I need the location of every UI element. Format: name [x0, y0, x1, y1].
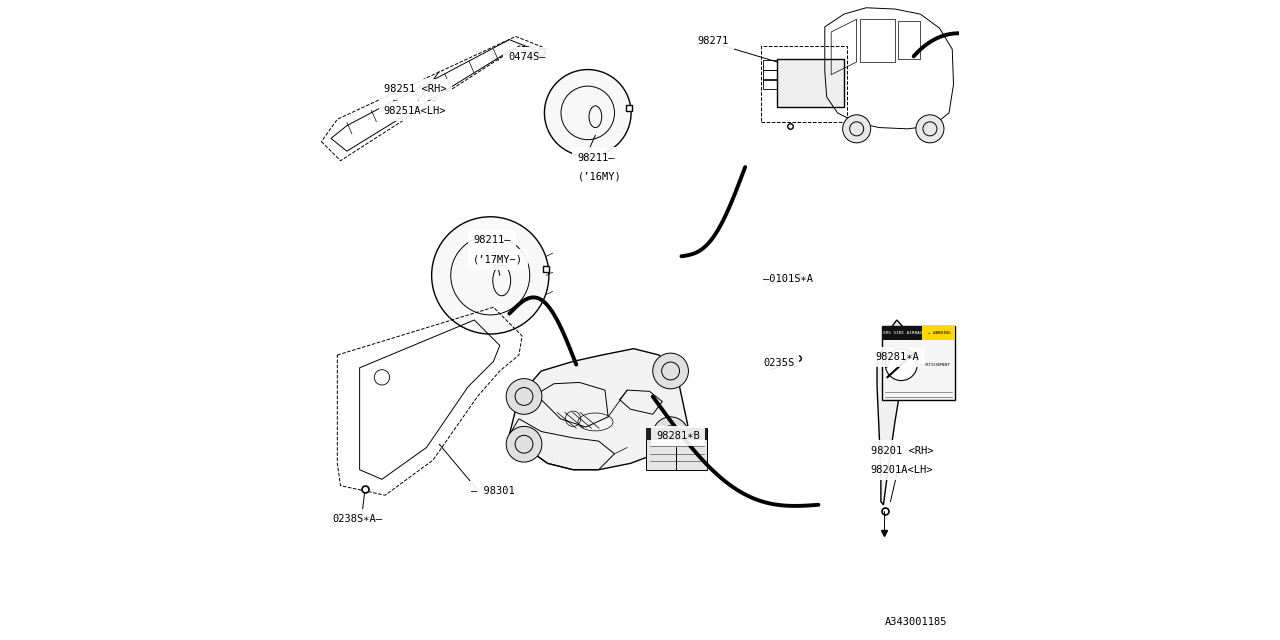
Circle shape	[431, 217, 549, 334]
Polygon shape	[877, 320, 905, 505]
FancyBboxPatch shape	[646, 428, 707, 470]
Text: WARNING: WARNING	[666, 431, 689, 436]
FancyBboxPatch shape	[646, 428, 707, 440]
Text: 0238S∗A—: 0238S∗A—	[333, 514, 383, 524]
Circle shape	[653, 417, 689, 452]
Text: —0101S∗A: —0101S∗A	[763, 274, 813, 284]
Text: 98211—: 98211—	[577, 152, 616, 163]
Text: ⚠ WARNING: ⚠ WARNING	[928, 332, 950, 335]
FancyBboxPatch shape	[923, 326, 955, 340]
Circle shape	[886, 349, 918, 381]
Circle shape	[506, 379, 541, 414]
Text: 98281∗B: 98281∗B	[655, 431, 700, 441]
Text: (’17MY−): (’17MY−)	[474, 255, 524, 264]
Polygon shape	[509, 349, 687, 470]
Text: 98201A<LH>: 98201A<LH>	[870, 465, 933, 475]
Circle shape	[544, 70, 631, 156]
Circle shape	[916, 115, 943, 143]
Circle shape	[842, 115, 870, 143]
Text: 98281∗A: 98281∗A	[876, 352, 919, 362]
Text: 98201 <RH>: 98201 <RH>	[870, 445, 933, 456]
Text: 0474S—: 0474S—	[508, 52, 545, 63]
Circle shape	[653, 353, 689, 389]
Text: 98251A<LH>: 98251A<LH>	[384, 106, 447, 116]
Text: SRS SIDE AIRBAG: SRS SIDE AIRBAG	[883, 332, 922, 335]
Text: 98211—: 98211—	[474, 236, 511, 245]
Text: 0235S: 0235S	[763, 358, 794, 369]
FancyBboxPatch shape	[882, 326, 955, 399]
FancyBboxPatch shape	[777, 59, 844, 106]
Text: 98271: 98271	[698, 36, 728, 46]
FancyBboxPatch shape	[882, 326, 923, 340]
Text: (’16MY): (’16MY)	[577, 172, 621, 182]
Text: AVERTISSEMENT: AVERTISSEMENT	[919, 363, 950, 367]
Text: A343001185: A343001185	[884, 617, 947, 627]
Circle shape	[506, 426, 541, 462]
Text: — 98301: — 98301	[471, 486, 515, 496]
Text: 98251 <RH>: 98251 <RH>	[384, 84, 447, 94]
